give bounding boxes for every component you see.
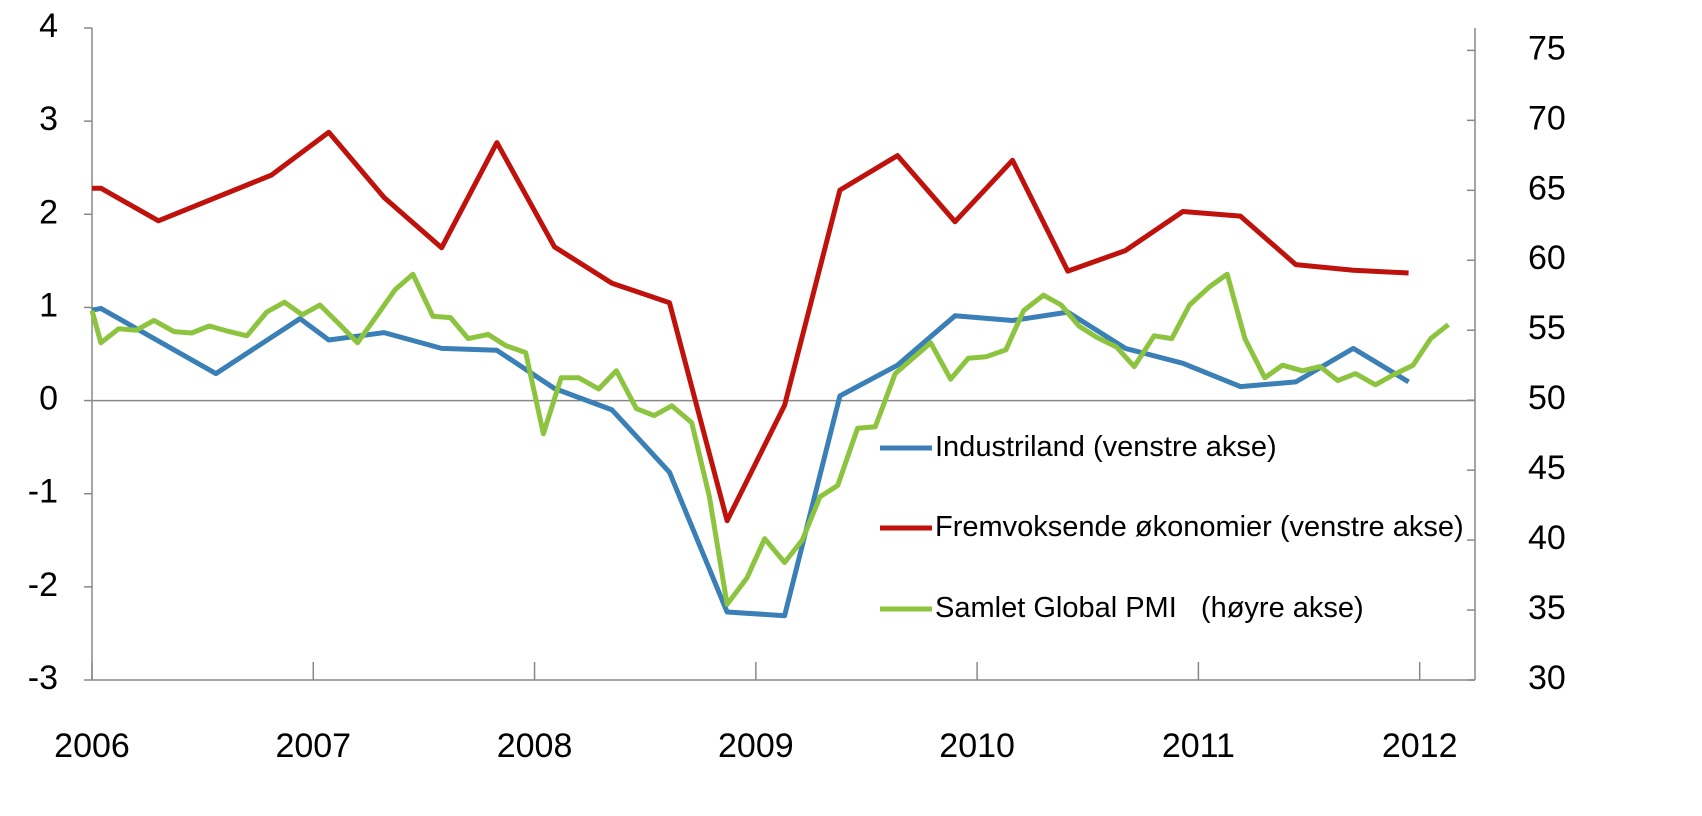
legend-label: Samlet Global PMI (høyre akse) bbox=[935, 592, 1364, 624]
y-tick-label: -2 bbox=[28, 566, 58, 604]
x-tick-label: 2009 bbox=[718, 727, 794, 765]
y-tick-label: 2 bbox=[39, 193, 58, 231]
y2-tick-label: 45 bbox=[1528, 449, 1566, 487]
x-tick-label: 2010 bbox=[939, 727, 1015, 765]
y-tick-label: 3 bbox=[39, 100, 58, 138]
y2-tick-label: 70 bbox=[1528, 99, 1566, 137]
legend-label: Industriland (venstre akse) bbox=[935, 431, 1277, 463]
y2-tick-label: 60 bbox=[1528, 239, 1566, 277]
x-tick-label: 2011 bbox=[1162, 727, 1235, 765]
x-tick-label: 2008 bbox=[497, 727, 573, 765]
y-tick-label: -3 bbox=[28, 659, 58, 697]
y2-tick-label: 65 bbox=[1528, 169, 1566, 207]
series-line bbox=[92, 129, 1409, 524]
legend-label: Fremvoksende økonomier (venstre akse) bbox=[935, 511, 1464, 543]
y2-tick-label: 50 bbox=[1528, 379, 1566, 417]
y2-tick-label: 40 bbox=[1528, 519, 1566, 557]
y2-tick-label: 30 bbox=[1528, 659, 1566, 697]
x-tick-label: 2006 bbox=[54, 727, 130, 765]
y2-tick-label: 75 bbox=[1528, 29, 1566, 67]
y-tick-label: -1 bbox=[28, 473, 58, 511]
x-tick-label: 2012 bbox=[1382, 727, 1458, 765]
series-line bbox=[89, 271, 1450, 607]
x-tick-label: 2007 bbox=[275, 727, 351, 765]
y2-tick-label: 35 bbox=[1528, 589, 1566, 627]
y-tick-label: 4 bbox=[39, 7, 58, 45]
y2-tick-label: 55 bbox=[1528, 309, 1566, 347]
y-tick-label: 1 bbox=[39, 286, 58, 324]
y-tick-label: 0 bbox=[39, 380, 58, 418]
series-line bbox=[91, 305, 1410, 619]
